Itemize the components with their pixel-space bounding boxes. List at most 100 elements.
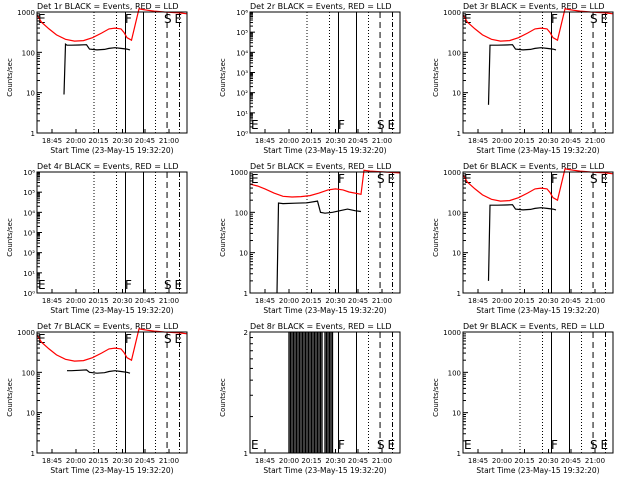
x-tick-label: 21:00: [159, 137, 179, 145]
x-tick-label: 21:00: [585, 297, 605, 305]
x-tick-label: 20:45: [348, 457, 368, 465]
x-axis-label: Start Time (23-May-15 19:32:20): [263, 306, 386, 315]
marker-letter: E: [464, 12, 472, 26]
x-tick-label: 21:00: [585, 137, 605, 145]
x-tick-label: 20:00: [279, 137, 299, 145]
x-axis-label: Start Time (23-May-15 19:32:20): [476, 306, 599, 315]
marker-letter: S: [164, 332, 172, 346]
marker-letter: S: [590, 172, 598, 186]
x-tick-label: 20:45: [135, 137, 155, 145]
y-tick-label: 100: [448, 209, 461, 217]
y-tick-label: 2: [244, 329, 248, 337]
x-tick-label: 20:00: [492, 297, 512, 305]
y-axis-label: Counts/sec: [432, 58, 440, 97]
x-tick-label: 18:45: [42, 297, 62, 305]
x-tick-label: 20:30: [112, 457, 132, 465]
panel-title: Det 1r BLACK = Events, RED = LLD: [37, 2, 179, 11]
y-tick-label: 10²: [236, 90, 248, 98]
panel-title: Det 5r BLACK = Events, RED = LLD: [250, 162, 392, 171]
y-tick-label: 10⁵: [236, 29, 248, 37]
marker-letter: E: [388, 438, 396, 452]
plot-frame: [36, 331, 188, 454]
x-tick-label: 20:30: [538, 297, 558, 305]
y-tick-label: 10⁴: [236, 49, 248, 57]
marker-letter: F: [551, 12, 558, 26]
y-tick-label: 10⁶: [236, 9, 248, 17]
x-tick-label: 20:45: [561, 457, 581, 465]
x-axis-label: Start Time (23-May-15 19:32:20): [476, 146, 599, 155]
x-axis-label: Start Time (23-May-15 19:32:20): [50, 306, 173, 315]
x-tick-label: 20:15: [514, 137, 534, 145]
y-tick-label: 10³: [23, 230, 35, 238]
y-tick-label: 10⁵: [23, 189, 35, 197]
marker-letter: F: [551, 438, 558, 452]
events-series-line: [67, 369, 131, 374]
x-tick-label: 21:00: [372, 297, 392, 305]
marker-letter: E: [464, 438, 472, 452]
y-tick-label: 100: [448, 369, 461, 377]
y-tick-label: 1: [457, 290, 461, 298]
x-tick-label: 21:00: [372, 457, 392, 465]
x-tick-label: 20:45: [561, 137, 581, 145]
lld-series-line: [36, 328, 188, 362]
x-tick-label: 20:00: [492, 457, 512, 465]
panel-title: Det 9r BLACK = Events, RED = LLD: [463, 322, 605, 331]
y-tick-label: 10⁰: [23, 290, 35, 298]
x-tick-label: 21:00: [372, 137, 392, 145]
marker-letter: E: [388, 118, 396, 132]
plot-frame: [462, 331, 614, 454]
x-tick-label: 20:45: [561, 297, 581, 305]
x-tick-label: 18:45: [42, 137, 62, 145]
marker-letter: F: [551, 172, 558, 186]
plot-frame: [462, 171, 614, 294]
x-tick-label: 20:45: [135, 457, 155, 465]
panel-title: Det 7r BLACK = Events, RED = LLD: [37, 322, 179, 331]
x-tick-label: 20:00: [66, 297, 86, 305]
events-series-line: [63, 42, 131, 95]
y-tick-label: 1000: [230, 169, 248, 177]
panel-title: Det 6r BLACK = Events, RED = LLD: [463, 162, 605, 171]
x-tick-label: 20:15: [301, 457, 321, 465]
x-tick-label: 18:45: [468, 137, 488, 145]
x-tick-label: 18:45: [255, 297, 275, 305]
marker-letter: E: [388, 172, 396, 186]
marker-letter: S: [377, 118, 385, 132]
y-tick-label: 1000: [443, 9, 461, 17]
y-axis-label: Counts/sec: [432, 218, 440, 257]
events-series-line: [276, 200, 362, 294]
plot-frame: [462, 11, 614, 134]
x-tick-label: 20:30: [112, 297, 132, 305]
x-axis-label: Start Time (23-May-15 19:32:20): [50, 146, 173, 155]
x-tick-label: 20:15: [514, 457, 534, 465]
y-tick-label: 1000: [443, 169, 461, 177]
x-axis-label: Start Time (23-May-15 19:32:20): [50, 466, 173, 475]
panel-title: Det 8r BLACK = Events, RED = LLD: [250, 322, 392, 331]
plot-frame: [249, 331, 401, 454]
marker-letter: E: [251, 172, 259, 186]
y-tick-label: 100: [448, 49, 461, 57]
x-tick-label: 20:30: [538, 457, 558, 465]
y-tick-label: 10⁶: [23, 169, 35, 177]
y-tick-label: 10: [452, 250, 461, 258]
x-tick-label: 20:00: [279, 297, 299, 305]
marker-letter: E: [38, 278, 46, 292]
marker-letter: E: [601, 172, 609, 186]
y-tick-label: 1: [244, 290, 248, 298]
y-tick-label: 1: [457, 130, 461, 138]
y-axis-label: Counts/sec: [6, 218, 14, 257]
y-tick-label: 10: [239, 250, 248, 258]
x-tick-label: 20:30: [325, 457, 345, 465]
x-tick-label: 20:15: [88, 457, 108, 465]
plot-frame: [249, 171, 401, 294]
y-tick-label: 10: [452, 410, 461, 418]
plot-frame: [36, 171, 188, 294]
marker-letter: E: [175, 278, 183, 292]
lld-series-line: [249, 169, 401, 198]
x-tick-label: 20:15: [88, 137, 108, 145]
y-axis-label: Counts/sec: [219, 218, 227, 257]
marker-letter: E: [175, 12, 183, 26]
